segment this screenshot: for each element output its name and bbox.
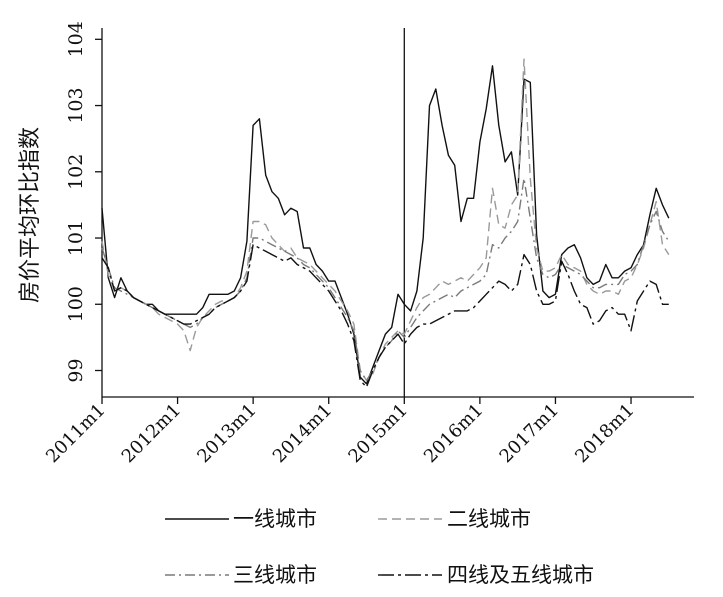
x-tick-label-2: 2013m1 <box>193 400 260 467</box>
legend-item-series-1: 二线城市 <box>378 507 531 531</box>
y-tick-label-103: 103 <box>65 87 87 123</box>
y-ticks: 99 100 101 102 103 104 <box>65 21 102 383</box>
x-tick-label-1: 2012m1 <box>118 400 185 467</box>
legend-label-series-3: 四线及五线城市 <box>447 563 594 587</box>
y-tick-label-99: 99 <box>65 358 87 382</box>
legend-item-series-2: 三线城市 <box>165 563 317 587</box>
series-line-0 <box>101 65 670 385</box>
x-tick-label-6: 2017m1 <box>496 400 563 467</box>
y-tick-label-104: 104 <box>65 21 87 57</box>
series-line-3 <box>101 243 669 388</box>
y-tick-label-101: 101 <box>65 220 87 256</box>
legend-label-series-0: 一线城市 <box>233 507 317 531</box>
legend-label-series-2: 三线城市 <box>233 563 317 587</box>
y-axis-label: 房价平均环比指数 <box>18 127 43 303</box>
x-tick-label-0: 2011m1 <box>42 400 109 467</box>
legend-item-series-0: 一线城市 <box>165 507 317 531</box>
x-tick-label-4: 2015m1 <box>344 400 411 467</box>
y-tick-label-102: 102 <box>65 154 87 190</box>
legend-label-series-1: 二线城市 <box>447 507 531 531</box>
legend: 一线城市 二线城市 三线城市 四线及五线城市 <box>165 507 594 587</box>
x-ticks: 2011m1 2012m1 2013m1 2014m1 2015m1 2016m1 2017… <box>42 397 639 467</box>
series-line-2 <box>101 177 670 382</box>
legend-item-series-3: 四线及五线城市 <box>378 563 594 587</box>
series-layer <box>101 58 670 388</box>
x-tick-label-7: 2018m1 <box>571 400 638 467</box>
axes: 房价平均环比指数 <box>18 28 694 398</box>
y-tick-label-100: 100 <box>65 286 87 322</box>
x-tick-label-5: 2016m1 <box>420 400 487 467</box>
x-tick-label-3: 2014m1 <box>269 400 336 467</box>
series-line-1 <box>101 58 670 382</box>
